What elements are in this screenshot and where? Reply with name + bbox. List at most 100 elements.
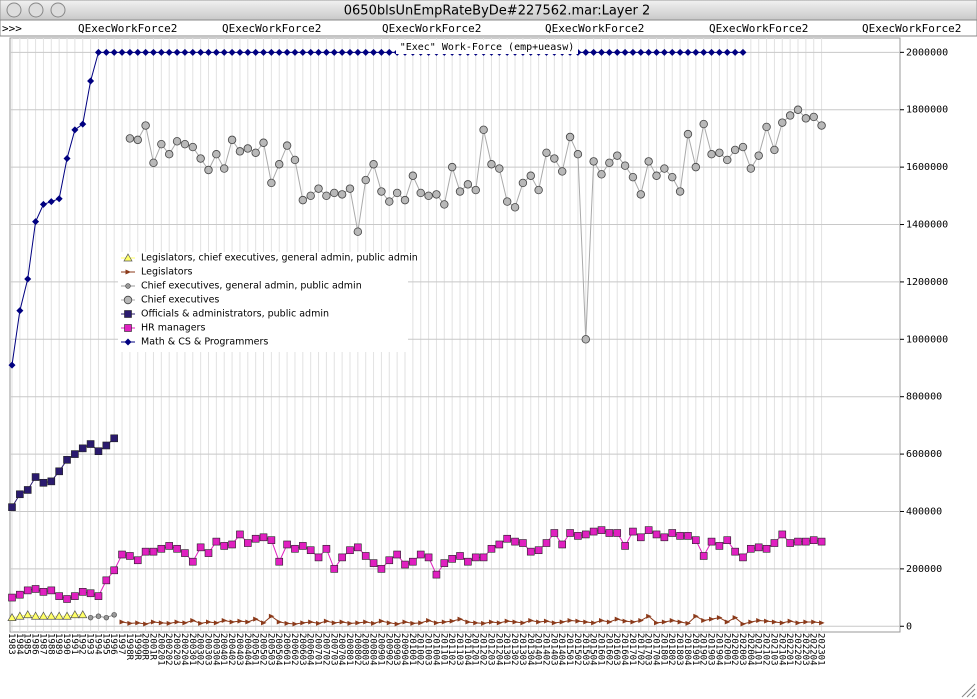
- tab[interactable]: >>>: [2, 22, 22, 35]
- tab[interactable]: QExecWorkForce2: [382, 22, 481, 35]
- diamond-marker: [700, 48, 708, 56]
- square-marker: [291, 544, 299, 553]
- x-tick-label: 1998R: [124, 633, 134, 661]
- diamond-marker: [605, 48, 613, 56]
- circle-marker: [306, 191, 315, 201]
- square-marker: [283, 540, 291, 549]
- x-tick-label: 201503: [580, 633, 590, 666]
- circle-marker: [455, 187, 465, 196]
- triangle-marker: [677, 619, 684, 625]
- circle-marker: [730, 145, 740, 155]
- triangle-marker: [418, 620, 424, 626]
- x-tick-label: 200902: [383, 633, 393, 666]
- diamond-marker: [71, 126, 79, 134]
- circle-marker: [392, 188, 402, 198]
- triangle-marker: [591, 620, 597, 626]
- square-marker: [644, 526, 653, 534]
- x-tick-label: 200701: [313, 633, 323, 666]
- circle-marker: [259, 138, 268, 147]
- x-tick-label: 1990: [61, 633, 71, 655]
- x-tick-label: 201902: [698, 633, 708, 666]
- circle-marker: [518, 178, 528, 188]
- circle-marker: [149, 158, 158, 168]
- square-marker: [47, 477, 56, 486]
- circle-marker: [353, 227, 363, 236]
- x-tick-label: 201504: [588, 633, 598, 666]
- diamond-marker: [621, 48, 629, 56]
- legend-label: Legislators: [141, 267, 192, 278]
- circle-marker: [620, 161, 630, 170]
- square-marker: [228, 540, 236, 549]
- triangle-marker: [339, 619, 346, 625]
- triangle-marker: [182, 620, 188, 626]
- circle-marker: [817, 121, 826, 130]
- circle-marker: [652, 171, 661, 180]
- y-tick-label: 800000: [906, 392, 942, 403]
- diamond-marker: [338, 48, 346, 56]
- tab[interactable]: QExecWorkForce2: [545, 22, 644, 35]
- zoom-button[interactable]: [50, 2, 66, 18]
- circle-marker: [87, 614, 94, 621]
- triangle-marker: [724, 619, 731, 625]
- x-tick-label: 202103: [768, 633, 778, 666]
- x-tick-label: 201402: [540, 633, 550, 666]
- close-button[interactable]: [6, 2, 22, 18]
- triangle-marker: [693, 613, 699, 619]
- x-tick-label: 202101: [753, 633, 763, 666]
- circle-marker: [770, 145, 779, 155]
- triangle-marker: [363, 619, 369, 625]
- x-tick-label: 1997: [116, 633, 126, 655]
- square-marker: [267, 536, 276, 544]
- square-marker: [448, 555, 456, 563]
- x-tick-label: 1995: [100, 633, 110, 655]
- tab[interactable]: QExecWorkForce2: [709, 22, 808, 35]
- diamond-marker: [598, 48, 605, 56]
- diamond-marker: [260, 48, 268, 56]
- square-marker: [747, 544, 755, 553]
- triangle-marker: [119, 619, 126, 625]
- triangle-marker: [567, 618, 574, 624]
- diamond-marker: [134, 48, 142, 56]
- diamond-marker: [87, 77, 95, 85]
- x-tick-label: 201401: [533, 633, 543, 666]
- circle-marker: [416, 188, 425, 198]
- y-tick-label: 1000000: [906, 334, 948, 345]
- triangle-marker: [771, 619, 778, 625]
- y-tick-label: 1400000: [906, 220, 948, 231]
- square-marker: [94, 447, 103, 456]
- square-marker: [416, 550, 425, 559]
- diamond-marker: [157, 48, 165, 56]
- triangle-marker: [237, 618, 243, 624]
- square-marker: [149, 547, 158, 556]
- x-tick-label: 201804: [682, 633, 692, 666]
- square-marker: [86, 589, 95, 598]
- square-marker: [621, 542, 629, 550]
- y-tick-label: 2000000: [906, 47, 948, 58]
- diamond-marker: [110, 48, 118, 56]
- square-marker: [652, 530, 661, 539]
- diamond-marker: [582, 48, 590, 56]
- circle-marker: [180, 139, 190, 149]
- circle-marker: [746, 164, 756, 173]
- x-tick-label: 1991: [69, 633, 79, 655]
- circle-marker: [440, 200, 449, 209]
- minimize-button[interactable]: [28, 2, 44, 18]
- diamond-marker: [205, 48, 212, 56]
- diamond-marker: [252, 48, 260, 56]
- x-tick-label: 202202: [792, 633, 802, 666]
- circle-marker: [707, 150, 716, 159]
- tab[interactable]: QExecWorkForce2: [78, 22, 177, 35]
- tab[interactable]: QExecWorkForce2: [862, 22, 961, 35]
- triangle-marker: [622, 618, 629, 624]
- triangle-marker: [748, 619, 754, 625]
- square-marker: [196, 543, 205, 552]
- diamond-marker: [370, 48, 378, 56]
- triangle-marker: [292, 621, 298, 627]
- square-marker: [133, 556, 142, 565]
- x-tick-label: 200304: [210, 633, 220, 666]
- x-tick-label: 2001R: [147, 633, 157, 661]
- legend-label: Math & CS & Programmers: [141, 337, 268, 348]
- tab[interactable]: QExecWorkForce2: [222, 22, 321, 35]
- square-marker: [306, 546, 315, 555]
- resize-grip[interactable]: [961, 683, 976, 698]
